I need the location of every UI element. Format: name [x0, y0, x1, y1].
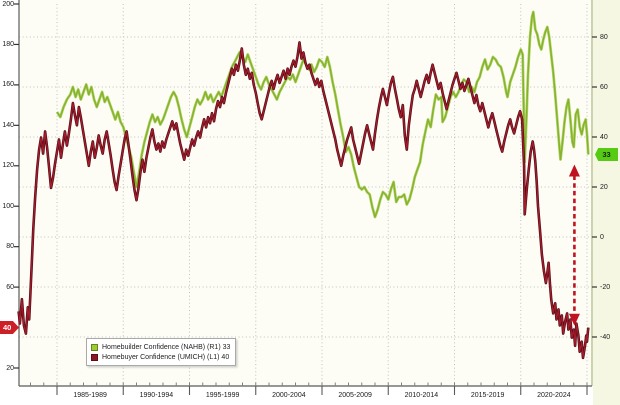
x-axis-label: 2020-2024 [537, 392, 571, 399]
legend-label-umich: Homebuyer Confidence (UMICH) (L1) 40 [102, 353, 230, 361]
legend-label-nahb: Homebuilder Confidence (NAHB) (R1) 33 [102, 343, 231, 351]
right-axis-label: -20 [600, 283, 611, 291]
right-axis-label: 60 [600, 83, 608, 91]
right-axis-strip [593, 0, 620, 405]
right-axis-label: 40 [600, 133, 608, 141]
left-axis-label: 80 [6, 243, 14, 251]
arrow-down-head-icon [568, 313, 580, 326]
x-axis-label: 1995-1999 [205, 392, 240, 399]
legend: Homebuilder Confidence (NAHB) (R1) 33 Ho… [86, 338, 237, 366]
left-axis-label: 200 [2, 0, 14, 8]
legend-swatch-nahb-icon [91, 343, 98, 351]
right-axis-label: -40 [600, 333, 611, 341]
umich-line [18, 41, 589, 359]
x-axis-label: 2015-2019 [470, 392, 505, 399]
legend-swatch-umich-icon [91, 353, 98, 361]
left-axis-label: 160 [2, 81, 14, 89]
x-axis-label: 2000-2004 [272, 392, 306, 399]
left-axis-label: 100 [2, 202, 14, 210]
x-axis-label: 2010-2014 [404, 392, 439, 399]
x-axis-label: 1985-1989 [73, 392, 107, 399]
left-axis-label: 60 [6, 283, 14, 291]
legend-item: Homebuyer Confidence (UMICH) (L1) 40 [91, 352, 230, 362]
legend-item: Homebuilder Confidence (NAHB) (R1) 33 [91, 342, 230, 352]
right-axis-current-badge: 33 [595, 148, 618, 161]
nahb-line [56, 11, 590, 218]
x-axis-label: 1990-1994 [139, 392, 174, 399]
left-axis-label: 140 [2, 121, 14, 129]
arrow-up-head-icon [568, 164, 580, 177]
x-axis-label: 2005-2009 [338, 392, 372, 399]
left-axis-label: 180 [2, 40, 14, 48]
left-axis-label: 20 [6, 364, 14, 372]
left-axis-current-badge: 40 [0, 321, 19, 334]
left-axis-label: 120 [2, 162, 14, 170]
right-axis-label: 20 [600, 183, 608, 191]
right-axis-label: 0 [600, 233, 604, 241]
right-axis-label: 80 [600, 33, 608, 41]
